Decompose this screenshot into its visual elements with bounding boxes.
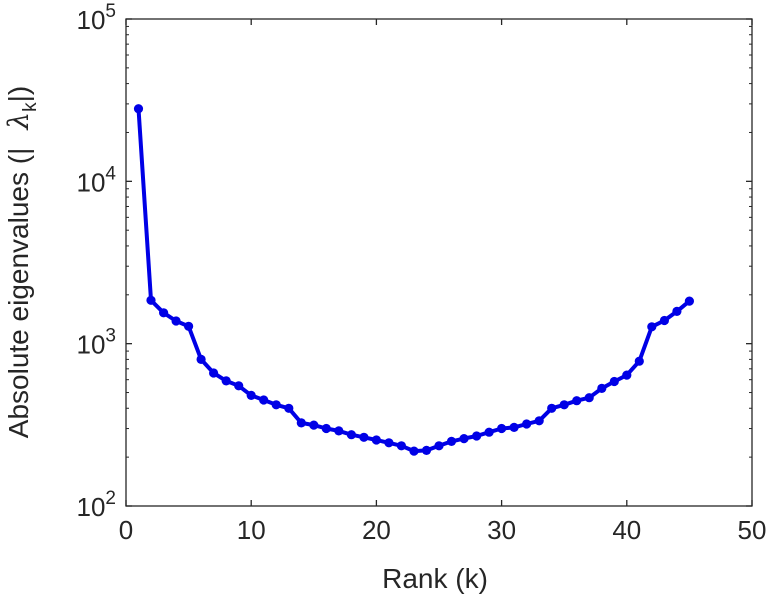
data-point: [171, 316, 181, 326]
data-point: [522, 419, 532, 429]
data-point: [409, 446, 419, 456]
data-point: [259, 395, 269, 405]
data-point: [209, 368, 219, 378]
data-point: [221, 376, 231, 386]
y-tick-exponent: 5: [105, 1, 116, 22]
data-point: [246, 390, 256, 400]
data-point: [459, 434, 469, 444]
y-tick-base: 10: [77, 5, 106, 35]
y-axis-title-subscript: k: [20, 102, 41, 112]
data-point: [547, 403, 557, 413]
data-point: [509, 422, 519, 432]
x-tick-label: 30: [487, 515, 516, 545]
y-tick-base: 10: [77, 492, 106, 522]
y-tick-exponent: 3: [105, 326, 116, 347]
y-axis-title: Absolute eigenvalues (| λk|): [2, 86, 41, 438]
data-point: [396, 441, 406, 451]
data-point: [559, 400, 569, 410]
y-tick-base: 10: [77, 167, 106, 197]
y-tick-label: 103: [77, 326, 117, 360]
data-point: [284, 403, 294, 413]
x-tick-label: 40: [612, 515, 641, 545]
y-tick-exponent: 2: [105, 488, 116, 509]
data-point: [647, 322, 657, 332]
data-point: [534, 416, 544, 426]
x-tick-label: 0: [119, 515, 133, 545]
data-point: [421, 445, 432, 455]
data-point: [359, 432, 369, 442]
data-point: [659, 315, 670, 326]
x-tick-label: 50: [738, 515, 767, 545]
data-point: [609, 376, 619, 387]
data-point: [634, 356, 644, 366]
data-point: [472, 431, 482, 441]
x-tick-labels: 0 10 20 30 40 50: [119, 515, 767, 545]
data-point: [334, 426, 344, 436]
data-point: [622, 370, 632, 380]
data-point: [271, 400, 281, 410]
data-point: [584, 393, 594, 403]
data-point: [672, 306, 682, 316]
data-point: [146, 295, 156, 305]
y-tick-label: 102: [77, 488, 117, 522]
data-point: [572, 396, 582, 406]
data-point: [159, 308, 169, 318]
data-point: [384, 438, 394, 448]
y-tick-exponent: 4: [105, 163, 116, 184]
y-tick-base: 10: [77, 330, 106, 360]
data-point: [309, 420, 319, 430]
y-tick-label: 105: [77, 1, 117, 35]
data-point: [484, 427, 494, 437]
data-point: [497, 423, 507, 434]
y-axis-title-suffix: |): [3, 86, 34, 103]
axis-ticks: [125, 18, 753, 507]
data-point: [597, 383, 607, 393]
data-point: [371, 435, 381, 445]
y-tick-label: 104: [77, 163, 117, 197]
x-axis-title: Rank (k): [382, 563, 488, 594]
data-point: [296, 418, 306, 428]
data-point: [346, 430, 356, 440]
data-point: [234, 381, 244, 391]
x-tick-label: 10: [237, 515, 266, 545]
data-point: [684, 296, 695, 306]
data-point: [446, 436, 457, 446]
plot-area: [125, 18, 753, 507]
data-point: [434, 441, 444, 451]
data-point: [184, 321, 194, 331]
data-point: [321, 423, 331, 434]
data-points: [133, 104, 695, 456]
data-point: [196, 354, 206, 364]
x-tick-label: 20: [362, 515, 391, 545]
lambda-symbol: λ: [2, 112, 35, 131]
y-axis-title-prefix: Absolute eigenvalues (|: [3, 148, 34, 439]
data-point: [133, 104, 144, 114]
